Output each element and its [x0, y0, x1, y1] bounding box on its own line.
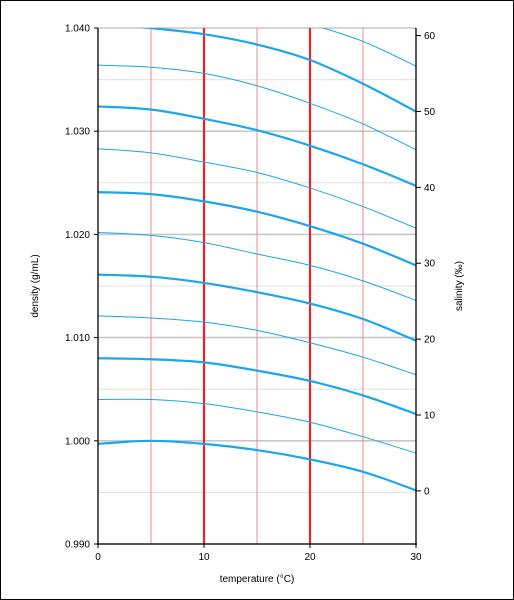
y2-tick-label: 20 — [424, 335, 436, 346]
y2-tick-label: 30 — [424, 259, 436, 270]
salinity-curve-30 — [98, 190, 416, 267]
axes — [94, 27, 421, 548]
y2-tick-label: 10 — [424, 411, 436, 422]
salinity-curve-0 — [98, 439, 416, 492]
y2-tick-label: 60 — [424, 31, 436, 42]
salinity-curve-35 — [98, 148, 416, 229]
salinity-curves — [98, 28, 416, 492]
salinity-curve-25 — [98, 231, 416, 301]
y2-axis-label: salinity (‰) — [454, 261, 465, 311]
y-axis-label: density (g/mL) — [30, 254, 41, 317]
x-tick-label: 20 — [304, 552, 316, 563]
x-tick-label: 10 — [198, 552, 210, 563]
y2-tick-label: 0 — [424, 486, 430, 497]
y-tick-label: 1.020 — [65, 230, 90, 241]
y-tick-label: 1.040 — [65, 24, 90, 35]
y-tick-label: 1.000 — [65, 436, 90, 447]
y2-tick-label: 40 — [424, 183, 436, 194]
y-tick-label: 1.030 — [65, 127, 90, 138]
tick-labels: 0.990 1.000 1.010 1.020 1.030 1.040 0 10 20 30 0 10… — [65, 24, 436, 564]
y-tick-label: 0.990 — [65, 540, 90, 551]
grid-lines — [98, 27, 416, 545]
y-tick-label: 1.010 — [65, 333, 90, 344]
y2-tick-label: 50 — [424, 107, 436, 118]
salinity-curve-60 — [413, 28, 416, 29]
x-axis-label: temperature (°C) — [220, 574, 295, 585]
salinity-curve-50 — [140, 28, 416, 113]
x-tick-label: 0 — [95, 552, 101, 563]
x-tick-label: 30 — [410, 552, 422, 563]
salinity-curve-45 — [98, 64, 416, 151]
salinity-curve-10 — [98, 357, 416, 416]
salinity-curve-55 — [321, 28, 416, 67]
salinity-curve-40 — [98, 105, 416, 187]
salinity-curve-5 — [98, 398, 416, 454]
salinity-curve-20 — [98, 273, 416, 342]
salinity-curve-15 — [98, 315, 416, 376]
